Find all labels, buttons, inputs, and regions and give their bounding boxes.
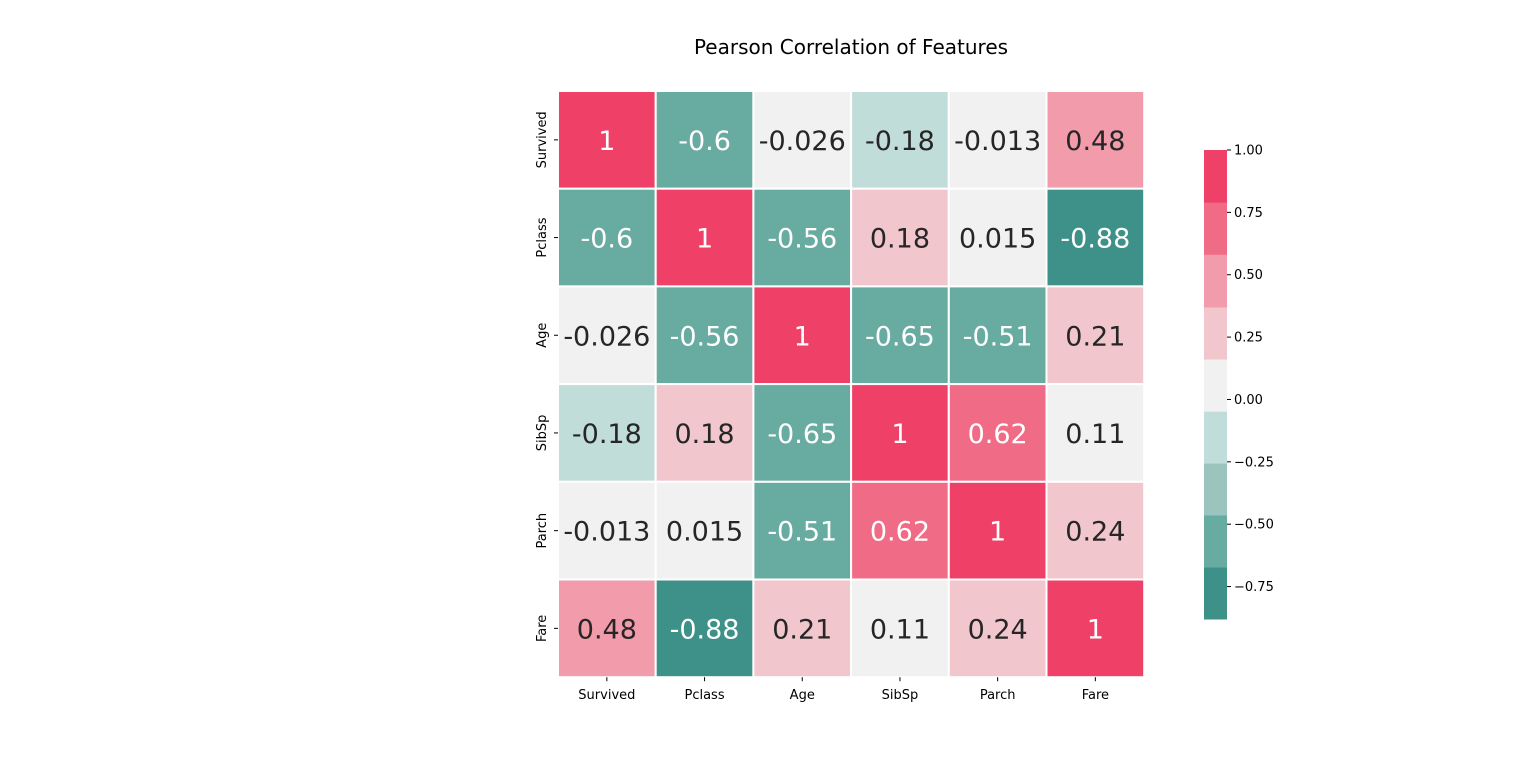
cell-value-label: 0.62: [870, 517, 930, 548]
cell-value-label: -0.026: [563, 321, 650, 352]
colorbar-tick-label: 0.75: [1234, 206, 1263, 221]
colorbar-tick-label: 0.50: [1234, 268, 1263, 283]
colorbar-segment: [1204, 463, 1227, 516]
heatmap-cell: [654, 383, 755, 483]
cell-value-label: 0.62: [968, 419, 1028, 450]
cell-value-label: -0.6: [678, 126, 731, 157]
colorbar-tick-labels: 1.00 0.75 0.50 0.25 0.00 −0.25 −0.50 −0.75: [1227, 144, 1274, 595]
y-tick-label: Survived: [535, 111, 550, 168]
heatmap-cells: [557, 90, 1146, 679]
cell-value-label: 0.18: [674, 419, 734, 450]
colorbar-segment: [1204, 359, 1227, 412]
colorbar-segment: [1204, 411, 1227, 464]
heatmap-cell: [557, 578, 657, 679]
cell-value-label: 0.11: [1065, 419, 1125, 450]
x-tick-label: Pclass: [684, 688, 724, 703]
heatmap-cell: [1045, 187, 1146, 288]
heatmap-cell: [850, 480, 950, 581]
heatmap-cell: [752, 383, 853, 483]
heatmap-cell: [557, 90, 657, 190]
cell-value-label: 0.015: [959, 224, 1036, 255]
cell-value-label: 0.18: [870, 224, 930, 255]
cell-value-label: 1: [989, 517, 1006, 548]
heatmap-cell-labels: 1 -0.6 -0.026 -0.18 -0.013 0.48 -0.6 1 -0.56 0.18…: [563, 126, 1130, 645]
x-tick-label: Age: [790, 688, 815, 703]
colorbar-segment: [1204, 306, 1227, 360]
heatmap-cell: [947, 285, 1048, 386]
x-axis-tick-labels: Survived Pclass Age SibSp Parch Fare: [578, 677, 1109, 703]
cell-value-label: 1: [1087, 614, 1104, 645]
colorbar-tick-label: 0.25: [1234, 331, 1263, 346]
colorbar-segment: [1204, 567, 1227, 620]
heatmap-cell: [1045, 578, 1146, 679]
cell-value-label: 0.21: [772, 614, 832, 645]
cell-value-label: -0.51: [963, 321, 1033, 352]
x-tick-label: Parch: [980, 688, 1016, 703]
cell-value-label: 0.24: [968, 614, 1028, 645]
cell-value-label: -0.88: [1060, 224, 1130, 255]
x-tick-label: SibSp: [882, 688, 919, 703]
y-axis-tick-labels: Survived Pclass Age SibSp Parch Fare: [535, 111, 558, 642]
chart-title: Pearson Correlation of Features: [694, 35, 1008, 59]
heatmap-cell: [947, 480, 1048, 581]
colorbar-tick-label: 0.00: [1234, 393, 1263, 408]
colorbar: [1204, 150, 1227, 620]
cell-value-label: 0.21: [1065, 321, 1125, 352]
cell-value-label: -0.56: [670, 321, 740, 352]
cell-value-label: -0.6: [581, 224, 634, 255]
cell-value-label: -0.013: [954, 126, 1041, 157]
cell-value-label: 0.48: [577, 614, 637, 645]
heatmap-cell: [654, 187, 755, 288]
heatmap-cell: [752, 480, 853, 581]
cell-value-label: -0.18: [572, 419, 642, 450]
colorbar-segment: [1204, 202, 1227, 255]
heatmap-cell: [850, 383, 950, 483]
y-tick-label: Fare: [535, 615, 550, 642]
heatmap-cell: [654, 285, 755, 386]
heatmap-cell: [1045, 90, 1146, 190]
heatmap-cell: [850, 187, 950, 288]
heatmap-cell: [752, 90, 853, 190]
cell-value-label: -0.88: [670, 614, 740, 645]
colorbar-tick-label: −0.50: [1234, 518, 1274, 533]
colorbar-tick-label: 1.00: [1234, 144, 1263, 159]
cell-value-label: 0.11: [870, 614, 930, 645]
cell-value-label: 0.48: [1065, 126, 1125, 157]
cell-value-label: -0.65: [767, 419, 837, 450]
heatmap-cell: [947, 383, 1048, 483]
x-tick-label: Survived: [578, 688, 635, 703]
colorbar-segment: [1204, 254, 1227, 308]
cell-value-label: -0.18: [865, 126, 935, 157]
heatmap-cell: [654, 90, 755, 190]
cell-value-label: 0.015: [666, 517, 743, 548]
cell-value-label: -0.013: [563, 517, 650, 548]
cell-value-label: -0.51: [767, 517, 837, 548]
heatmap-cell: [557, 383, 657, 483]
cell-value-label: 1: [696, 224, 713, 255]
cell-value-label: 1: [598, 126, 615, 157]
y-tick-label: SibSp: [535, 415, 550, 452]
heatmap-cell: [1045, 480, 1146, 581]
cell-value-label: -0.56: [767, 224, 837, 255]
y-tick-label: Age: [535, 323, 550, 348]
y-tick-label: Pclass: [535, 217, 550, 257]
colorbar-tick-label: −0.75: [1234, 580, 1274, 595]
x-tick-label: Fare: [1082, 688, 1109, 703]
heatmap-cell: [1045, 285, 1146, 386]
cell-value-label: 0.24: [1065, 517, 1125, 548]
heatmap-cell: [850, 285, 950, 386]
y-tick-label: Parch: [535, 513, 550, 549]
cell-value-label: 1: [794, 321, 811, 352]
cell-value-label: 1: [891, 419, 908, 450]
cell-value-label: -0.026: [759, 126, 846, 157]
colorbar-segment: [1204, 150, 1227, 203]
heatmap-cell: [1045, 383, 1146, 483]
cell-value-label: -0.65: [865, 321, 935, 352]
colorbar-segment: [1204, 514, 1227, 568]
colorbar-tick-label: −0.25: [1234, 455, 1274, 470]
